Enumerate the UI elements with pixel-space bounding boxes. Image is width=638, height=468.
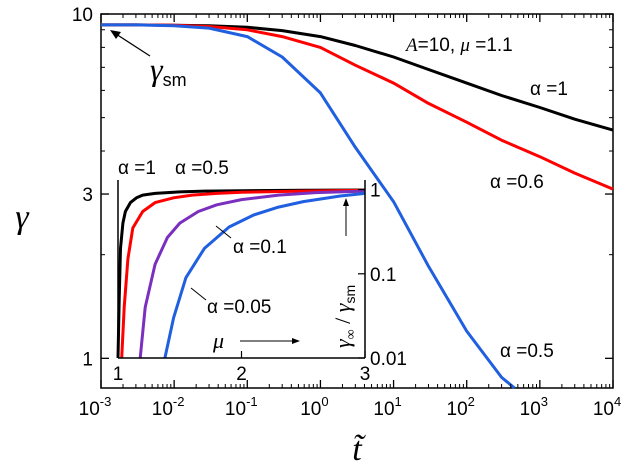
param-A-symbol: A — [404, 35, 418, 56]
main-y-axis: 1 3 10 — [72, 5, 613, 370]
inset-pointer-alpha-0-05 — [190, 287, 207, 301]
inset-series-group — [116, 188, 366, 359]
gamma-sm-arrow-head — [110, 30, 121, 39]
main-y-tick-label: 1 — [82, 349, 93, 370]
inset-x-tick-label: 3 — [360, 364, 371, 385]
param-annotation: A=10, μ =1.1 — [404, 35, 513, 56]
inset-series-line-3 — [163, 191, 366, 359]
inset-series-line-2 — [138, 189, 366, 359]
inset-y-axis-title: γ∞ / γsm — [330, 285, 359, 348]
inset-y-axis: 0.01 0.1 1 — [358, 181, 407, 370]
inset-series-line-1 — [120, 188, 366, 359]
gamma-sm-label: γsm — [150, 51, 187, 90]
main-label-alpha-0-5: α =0.5 — [500, 341, 554, 362]
gamma-sm-symbol: γ — [150, 51, 164, 87]
main-y-tick-label: 10 — [72, 5, 93, 26]
param-A-value: =10, — [418, 35, 461, 56]
main-x-tick-label: 10-3 — [79, 394, 112, 420]
inset-label-alpha-1: α =1 — [118, 158, 156, 179]
main-x-tick-label: 10-2 — [152, 394, 185, 420]
main-y-axis-title: γ — [15, 199, 30, 236]
inset-label-alpha-0-05: α =0.05 — [207, 297, 271, 318]
inset-y-num: γ — [330, 338, 355, 348]
main-series-line-2 — [101, 23, 516, 390]
main-x-axis-title: t̃ — [352, 431, 366, 468]
gamma-sm-arrow-line — [115, 33, 151, 57]
main-label-alpha-1: α =1 — [530, 79, 568, 100]
inset-label-alpha-0-1: α =0.1 — [233, 237, 287, 258]
inset-series-line-0 — [116, 188, 366, 359]
inset-y-den: γ — [330, 302, 355, 312]
inset-label-alpha-0-5: α =0.5 — [175, 158, 229, 179]
inset-y-tick-label: 0.01 — [370, 349, 407, 370]
gamma-sm-subscript: sm — [163, 70, 187, 90]
inset-y-tick-label: 1 — [370, 181, 381, 202]
main-x-tick-label: 104 — [593, 394, 621, 420]
param-mu-value: =1.1 — [470, 35, 513, 56]
main-x-tick-label: 102 — [447, 394, 475, 420]
inset-x-arrow-head — [292, 338, 300, 344]
main-x-tick-label: 10-1 — [225, 394, 258, 420]
inset-x-tick-label: 2 — [236, 364, 247, 385]
main-series-group — [101, 23, 614, 390]
inset-y-slash: / — [330, 312, 355, 329]
inset-y-arrow-head — [343, 198, 349, 206]
inset-x-tick-label: 1 — [113, 364, 124, 385]
inset-y-num-sub: ∞ — [344, 329, 359, 339]
inset-y-den-sub: sm — [342, 285, 358, 304]
main-plot-frame — [100, 13, 614, 389]
inset-pointer-alpha-0-1 — [215, 225, 232, 239]
main-x-tick-label: 103 — [520, 394, 548, 420]
inset-background — [118, 180, 365, 358]
main-label-alpha-0-6: α =0.6 — [490, 172, 544, 193]
main-x-tick-label: 101 — [373, 394, 401, 420]
main-x-axis: 10-3 10-2 10-1 100 101 102 103 104 — [79, 14, 621, 420]
param-mu-symbol: μ — [459, 35, 470, 56]
main-x-tick-label: 100 — [300, 394, 328, 420]
inset-x-axis-title: μ — [212, 328, 224, 353]
inset-y-tick-label: 0.1 — [370, 265, 396, 286]
inset-x-axis: 1 2 3 — [113, 351, 371, 385]
main-y-tick-label: 3 — [82, 185, 93, 206]
